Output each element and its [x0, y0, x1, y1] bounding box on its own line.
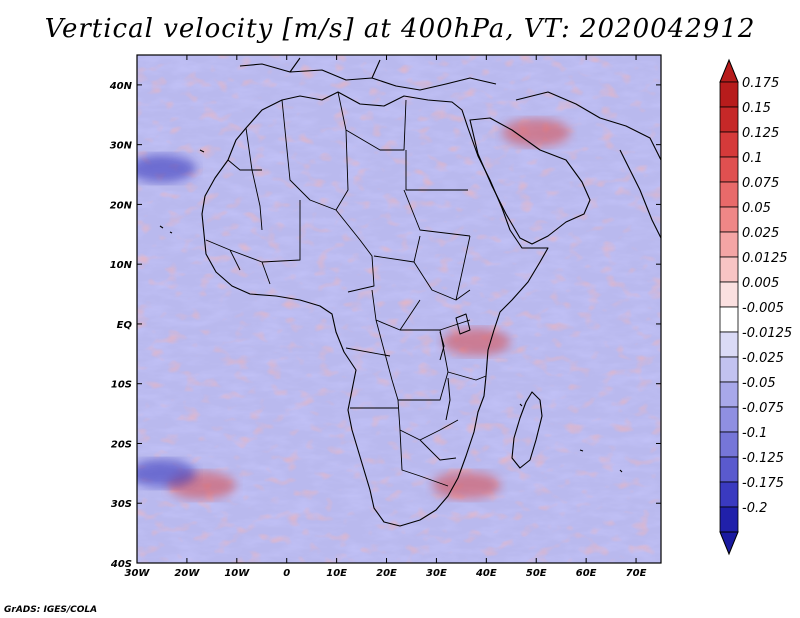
- lon-tick-label: 20W: [174, 568, 200, 579]
- lat-tick-label: 40N: [109, 81, 133, 92]
- colorbar-label: -0.05: [742, 376, 776, 391]
- colorbar-swatch: [719, 506, 739, 533]
- lon-tick-label: 10W: [224, 568, 250, 579]
- lat-tick-label: 10N: [110, 260, 133, 271]
- colorbar-swatch: [719, 206, 739, 233]
- madagascar: [511, 391, 543, 469]
- colorbar-swatch: [719, 131, 739, 158]
- colorbar-swatch: [719, 356, 739, 383]
- lakes: [439, 313, 471, 421]
- colorbar-swatch: [719, 106, 739, 133]
- colorbar-swatch: [719, 306, 739, 333]
- colorbar-swatch: [719, 231, 739, 258]
- colorbar: 0.175 0.15 0.125 0.1 0.075 0.05 0.025 0.0125 0.0…: [719, 58, 792, 556]
- islands: [159, 149, 623, 473]
- colorbar-label: 0.005: [742, 276, 779, 291]
- colorbar-swatch: [719, 331, 739, 358]
- feature-descent-core-sw-atlantic: [137, 459, 196, 488]
- lon-tick-label: 20E: [376, 568, 397, 579]
- lon-tick-label: 40E: [475, 568, 497, 579]
- colorbar-swatch: [719, 406, 739, 433]
- lon-tick-label: 30W: [125, 568, 151, 579]
- iran-india: [515, 91, 661, 239]
- colorbar-swatch: [719, 281, 739, 308]
- colorbar-top-arrow: [719, 58, 739, 83]
- colorbar-label: 0.025: [742, 226, 779, 241]
- lon-tick-label: 10E: [326, 568, 347, 579]
- colorbar-label: -0.175: [742, 476, 784, 491]
- plot-title: Vertical velocity [m/s] at 400hPa, VT: 2…: [44, 14, 756, 44]
- lat-tick-label: 20S: [111, 439, 132, 450]
- lon-tick-label: 60E: [576, 568, 597, 579]
- colorbar-bottom-arrow: [719, 531, 739, 556]
- colorbar-label: -0.2: [742, 501, 767, 516]
- colorbar-swatch: [719, 456, 739, 483]
- velocity-field: [137, 55, 661, 563]
- feature-ascent-mozambique-channel: [432, 471, 501, 500]
- colorbar-label: 0.05: [742, 201, 771, 216]
- feature-descent-core-ne-atlantic: [137, 154, 196, 183]
- map-frame: [136, 54, 662, 564]
- colorbar-label: 0.1: [742, 151, 763, 166]
- colorbar-label: -0.005: [742, 301, 784, 316]
- lon-tick-label: 50E: [526, 568, 547, 579]
- feature-ascent-middle-east: [502, 118, 571, 147]
- colorbar-swatch: [719, 156, 739, 183]
- colorbar-swatch: [719, 181, 739, 208]
- colorbar-swatch: [719, 81, 739, 108]
- colorbar-label: 0.125: [742, 126, 779, 141]
- colorbar-label: 0.175: [742, 76, 779, 91]
- colorbar-swatch: [719, 481, 739, 508]
- colorbar-label: -0.0125: [742, 326, 792, 341]
- colorbar-label: -0.075: [742, 401, 784, 416]
- colorbar-label: -0.025: [742, 351, 784, 366]
- colorbar-label: 0.15: [742, 101, 771, 116]
- arabian-peninsula: [469, 117, 591, 245]
- lat-tick-label: 30S: [111, 499, 132, 510]
- coastline-borders: [159, 57, 661, 527]
- colorbar-label: -0.1: [742, 426, 767, 441]
- lat-tick-label: 30N: [110, 141, 133, 152]
- colorbar-swatch: [719, 381, 739, 408]
- lon-tick-label: 0: [283, 568, 290, 579]
- colorbar-swatch: [719, 431, 739, 458]
- lon-tick-label: 70E: [626, 568, 647, 579]
- colorbar-swatch: [719, 256, 739, 283]
- europe-coast: [239, 57, 497, 91]
- lat-tick-label: 10S: [111, 380, 132, 391]
- colorbar-label: 0.0125: [742, 251, 788, 266]
- colorbar-label: -0.125: [742, 451, 784, 466]
- lat-tick-label: EQ: [117, 320, 133, 331]
- country-borders: [205, 91, 487, 487]
- lat-tick-label: 20N: [110, 200, 133, 211]
- axis-ticks: 30W 20W 10W 0 10E 20E 30E 40E 50E 60E 70E 40N 30N 20N…: [109, 55, 661, 579]
- lon-tick-label: 30E: [426, 568, 447, 579]
- colorbar-label: 0.075: [742, 176, 779, 191]
- feature-strong-ascent-itcz-east-africa: [442, 327, 511, 356]
- grads-credit: GrADS: IGES/COLA: [4, 605, 98, 615]
- lat-tick-label: 40S: [110, 559, 132, 570]
- africa-coastline: [201, 91, 549, 527]
